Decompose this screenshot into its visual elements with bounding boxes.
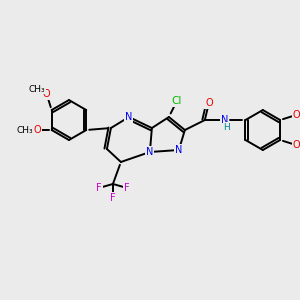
Text: O: O [292,140,300,150]
Text: F: F [124,183,130,193]
Text: H: H [224,122,230,131]
Text: O: O [34,125,41,135]
Text: CH₃: CH₃ [16,125,33,134]
Text: N: N [221,115,229,125]
Text: N: N [175,145,183,155]
Text: N: N [146,147,154,157]
Text: F: F [96,183,102,193]
Text: O: O [205,98,213,108]
Text: Cl: Cl [172,96,182,106]
Text: F: F [110,193,116,203]
Text: CH₃: CH₃ [28,85,45,94]
Text: O: O [292,110,300,120]
Text: O: O [43,89,50,99]
Text: N: N [125,112,133,122]
